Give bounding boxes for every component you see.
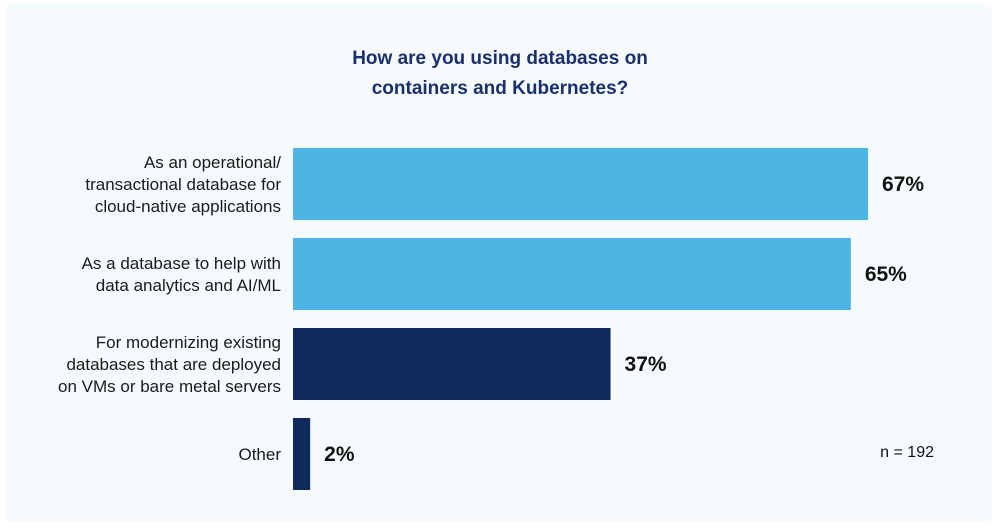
category-label-0-line-1: transactional database for (85, 175, 281, 194)
category-label-0: As an operational/transactional database… (85, 153, 281, 216)
chart-title-line-1: How are you using databases on (352, 48, 648, 69)
category-label-3-line-0: Other (238, 445, 281, 464)
category-label-1-line-0: As a database to help with (82, 254, 281, 273)
category-label-2-line-0: For modernizing existing (96, 333, 281, 352)
value-label-2: 37% (625, 353, 667, 376)
value-label-1: 65% (865, 263, 907, 286)
chart-title: How are you using databases on container… (250, 44, 750, 104)
sample-size-note: n = 192 (880, 444, 934, 461)
category-label-3: Other (238, 445, 281, 464)
value-label-3: 2% (324, 443, 355, 466)
bar-1 (293, 238, 851, 310)
bar-3 (293, 418, 311, 490)
category-label-1-line-1: data analytics and AI/ML (96, 276, 281, 295)
category-label-2-line-2: on VMs or bare metal servers (58, 377, 281, 396)
category-label-0-line-0: As an operational/ (144, 153, 281, 172)
category-label-1: As a database to help with data analytics… (82, 254, 281, 295)
bar-0 (293, 148, 868, 220)
category-label-0-line-2: cloud-native applications (95, 197, 281, 216)
chart-title-line-2: containers and Kubernetes? (371, 78, 629, 99)
category-label-2-line-1: databases that are deployed (66, 355, 281, 374)
category-label-2: For modernizing existing databases that a… (58, 333, 281, 396)
bar-2 (293, 328, 611, 400)
value-label-0: 67% (882, 173, 924, 196)
